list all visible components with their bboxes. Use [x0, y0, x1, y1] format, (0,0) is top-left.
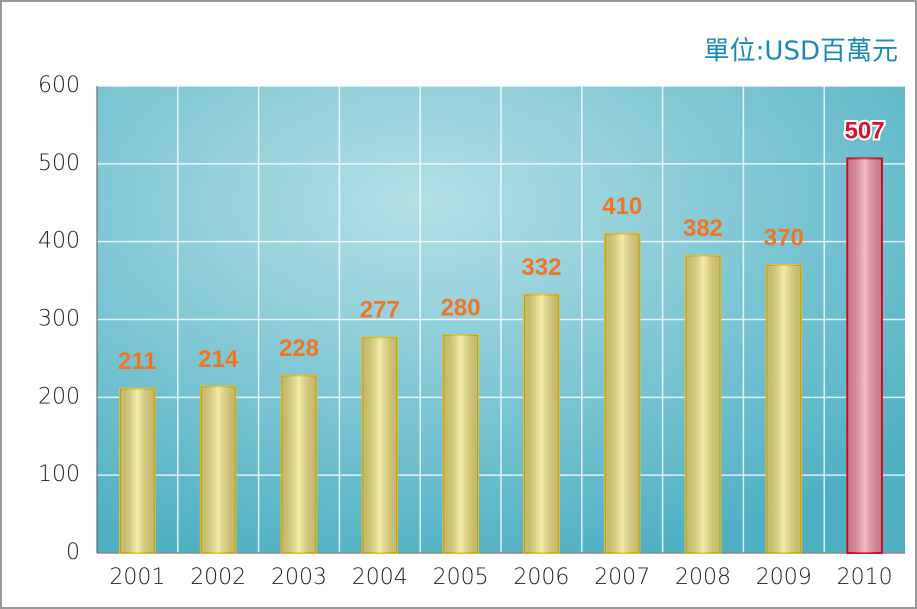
x-tick-label: 2003: [271, 565, 327, 590]
x-tick-label: 2010: [837, 565, 893, 590]
x-tick-label: 2002: [190, 565, 246, 590]
x-tick-label: 2001: [109, 565, 165, 590]
bar-shade: [362, 337, 398, 553]
x-tick-label: 2009: [756, 565, 812, 590]
x-tick-label: 2006: [513, 565, 569, 590]
x-tick-label: 2005: [433, 565, 489, 590]
y-tick-label: 200: [38, 384, 80, 409]
value-label: 507: [845, 118, 885, 145]
y-tick-label: 600: [38, 73, 80, 98]
bar-shade: [766, 265, 802, 553]
value-label: 410: [602, 193, 642, 220]
bar-shade: [604, 233, 640, 553]
value-label: 277: [360, 297, 400, 324]
value-label: 211: [118, 348, 157, 375]
value-label: 332: [521, 254, 561, 281]
x-tick-label: 2004: [352, 565, 408, 590]
x-tick-label: 2007: [594, 565, 650, 590]
bar-shade: [443, 335, 478, 553]
y-tick-label: 0: [66, 540, 80, 565]
value-label: 280: [441, 294, 481, 321]
value-label: 214: [198, 346, 239, 373]
bar-shade: [120, 388, 155, 553]
y-tick-label: 400: [38, 229, 80, 254]
x-tick-label: 2008: [675, 565, 731, 590]
bar-shade: [281, 375, 317, 553]
value-label: 228: [279, 335, 319, 362]
unit-label: 單位:USD百萬元: [704, 37, 898, 67]
y-tick-label: 100: [38, 462, 80, 487]
y-tick-label: 500: [38, 151, 80, 176]
value-label: 382: [683, 215, 723, 242]
bar-shade: [685, 255, 721, 553]
value-label: 370: [764, 224, 804, 251]
bar-shade: [847, 158, 882, 553]
y-tick-label: 300: [38, 307, 80, 332]
bar-shade: [200, 386, 236, 553]
bar-shade: [524, 294, 559, 553]
